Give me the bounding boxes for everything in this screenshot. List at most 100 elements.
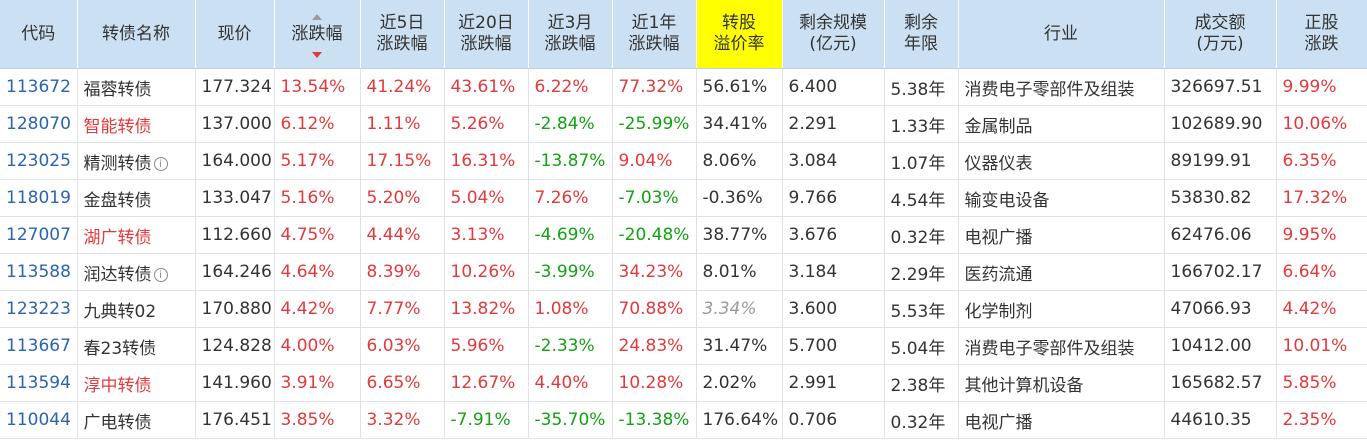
cell-years: 5.53年 (884, 290, 959, 328)
cell-code-value: 123025 (6, 151, 71, 171)
cell-code-value: 110044 (6, 410, 71, 430)
cell-industry: 消费电子零部件及组装 (958, 327, 1165, 365)
table-row[interactable]: 110044 广电转债 176.451 3.85% 3.32% -7.91% -35.70%… (0, 401, 1367, 439)
column-header-chg5[interactable]: 近5日 涨跌幅 (360, 0, 445, 69)
cell-volume-value: 47066.93 (1170, 299, 1252, 319)
cell-chg1y: -7.03% (612, 179, 697, 217)
table-row[interactable]: 123025 精测转债 i 164.000 5.17% 17.15% 16.31% -13.8… (0, 142, 1367, 180)
cell-name-value: 春23转债 (83, 338, 157, 359)
cell-code[interactable]: 128070 (0, 105, 78, 143)
table-row[interactable]: 123223 九典转02 170.880 4.42% 7.77% 13.82% 1.08% 7… (0, 290, 1367, 328)
column-header-sublabel: 涨跌 (1304, 34, 1339, 54)
cell-name[interactable]: 九典转02 (77, 290, 196, 328)
cell-premium: -0.36% (696, 179, 783, 217)
info-circle-icon[interactable]: i (153, 267, 168, 282)
table-row[interactable]: 118019 金盘转债 133.047 5.16% 5.20% 5.04% 7.26% -7.… (0, 179, 1367, 217)
column-header-premium[interactable]: 转股 溢价率 (696, 0, 783, 69)
sort-desc-icon[interactable] (312, 52, 322, 58)
cell-name[interactable]: 智能转债 (77, 105, 196, 143)
table-row[interactable]: 128070 智能转债 137.000 6.12% 1.11% 5.26% -2.84% -2… (0, 105, 1367, 143)
cell-stockchg: 10.06% (1276, 105, 1367, 143)
cell-name[interactable]: 湖广转债 (77, 216, 196, 254)
cell-premium: 2.02% (696, 364, 783, 402)
cell-chg20: 5.26% (444, 105, 529, 143)
column-header-chg20[interactable]: 近20日 涨跌幅 (444, 0, 529, 69)
cell-code[interactable]: 123025 (0, 142, 78, 180)
cell-stockchg: 6.35% (1276, 142, 1367, 180)
cell-price: 137.000 (195, 105, 275, 143)
cell-years-value: 0.32年 (890, 227, 946, 248)
cell-name[interactable]: 春23转债 (77, 327, 196, 365)
cell-premium-value: -0.36% (702, 188, 763, 208)
cell-name[interactable]: 金盘转债 (77, 179, 196, 217)
cell-name[interactable]: 广电转债 (77, 401, 196, 439)
cell-years: 5.38年 (884, 68, 959, 106)
cell-code[interactable]: 118019 (0, 179, 78, 217)
cell-industry-value: 仪器仪表 (964, 153, 1033, 174)
cell-code[interactable]: 113672 (0, 68, 78, 106)
cell-scale: 3.676 (782, 216, 885, 254)
cell-chg3m-value: -3.99% (534, 262, 595, 282)
sort-asc-icon[interactable] (312, 14, 322, 20)
cell-code[interactable]: 113667 (0, 327, 78, 365)
cell-chg-value: 5.16% (280, 188, 335, 208)
cell-chg20: 5.04% (444, 179, 529, 217)
cell-premium: 56.61% (696, 68, 783, 106)
cell-chg-value: 3.85% (280, 410, 335, 430)
cell-code-value: 113672 (6, 77, 71, 97)
column-header-industry[interactable]: 行业 (958, 0, 1165, 69)
table-row[interactable]: 113667 春23转债 124.828 4.00% 6.03% 5.96% -2.33% 2… (0, 327, 1367, 365)
cell-price: 112.660 (195, 216, 275, 254)
cell-stockchg-value: 6.64% (1282, 262, 1337, 282)
cell-industry-value: 消费电子零部件及组装 (964, 338, 1135, 359)
cell-name-value: 润达转债 (83, 264, 152, 285)
cell-code[interactable]: 113594 (0, 364, 78, 402)
cell-chg-value: 3.91% (280, 373, 335, 393)
cell-code[interactable]: 110044 (0, 401, 78, 439)
cell-chg1y: 34.23% (612, 253, 697, 291)
cell-volume-value: 165682.57 (1170, 373, 1263, 393)
cell-name[interactable]: 福蓉转债 (77, 68, 196, 106)
cell-chg-value: 4.42% (280, 299, 335, 319)
cell-chg1y: -13.38% (612, 401, 697, 439)
cell-years: 4.54年 (884, 179, 959, 217)
column-header-volume[interactable]: 成交额 (万元) (1164, 0, 1277, 69)
cell-years-value: 4.54年 (890, 190, 946, 211)
column-header-chg1y[interactable]: 近1年 涨跌幅 (612, 0, 697, 69)
cell-stockchg-value: 10.06% (1282, 114, 1348, 134)
column-header-stockchg[interactable]: 正股 涨跌 (1276, 0, 1367, 69)
cell-code[interactable]: 123223 (0, 290, 78, 328)
cell-name[interactable]: 精测转债 i (77, 142, 196, 180)
table-row[interactable]: 113594 淳中转债 141.960 3.91% 6.65% 12.67% 4.40% 10… (0, 364, 1367, 402)
column-header-years[interactable]: 剩余 年限 (884, 0, 959, 69)
cell-years-value: 0.32年 (890, 412, 946, 433)
cell-scale-value: 5.700 (788, 336, 838, 356)
cell-chg1y-value: -25.99% (618, 114, 690, 134)
column-header-scale[interactable]: 剩余规模 (亿元) (782, 0, 885, 69)
cell-premium: 38.77% (696, 216, 783, 254)
column-header-name[interactable]: 转债名称 (77, 0, 196, 69)
cell-industry: 电视广播 (958, 401, 1165, 439)
cell-years-value: 2.38年 (890, 375, 946, 396)
column-header-chg[interactable]: 涨跌幅 (274, 0, 361, 69)
cell-volume: 62476.06 (1164, 216, 1277, 254)
cell-scale-value: 9.766 (788, 188, 838, 208)
column-header-price[interactable]: 现价 (195, 0, 275, 69)
info-circle-icon[interactable]: i (153, 156, 168, 171)
column-header-code[interactable]: 代码 (0, 0, 78, 69)
table-row[interactable]: 113672 福蓉转债 177.324 13.54% 41.24% 43.61% 6.22%… (0, 68, 1367, 106)
table-row[interactable]: 127007 湖广转债 112.660 4.75% 4.44% 3.13% -4.69% -2… (0, 216, 1367, 254)
table-body: 113672 福蓉转债 177.324 13.54% 41.24% 43.61% 6.22%… (0, 68, 1367, 439)
cell-code[interactable]: 113588 (0, 253, 78, 291)
cell-chg5-value: 6.65% (366, 373, 421, 393)
cell-name[interactable]: 润达转债 i (77, 253, 196, 291)
cell-name-value: 福蓉转债 (83, 79, 152, 100)
column-header-chg3m[interactable]: 近3月 涨跌幅 (528, 0, 613, 69)
cell-chg1y-value: 34.23% (618, 262, 684, 282)
cell-code[interactable]: 127007 (0, 216, 78, 254)
table-row[interactable]: 113588 润达转债 i 164.246 4.64% 8.39% 10.26% -3.99%… (0, 253, 1367, 291)
cell-name[interactable]: 淳中转债 (77, 364, 196, 402)
cell-chg3m: -13.87% (528, 142, 613, 180)
cell-scale-value: 3.600 (788, 299, 838, 319)
